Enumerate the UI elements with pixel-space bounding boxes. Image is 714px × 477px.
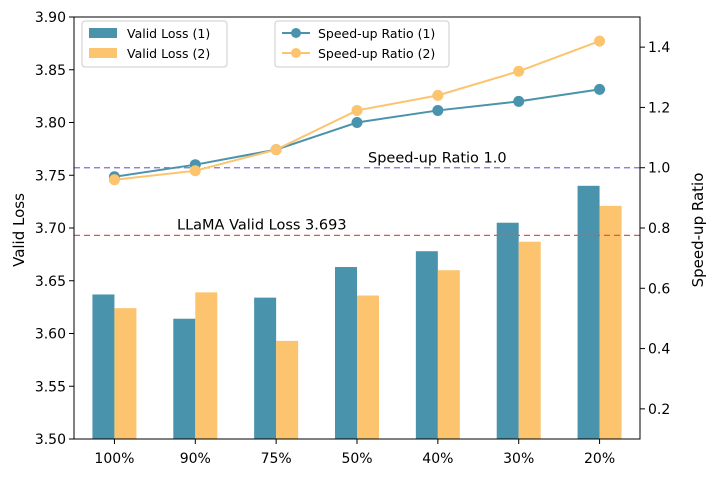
x-tick-label: 40% (422, 451, 453, 467)
reference-lines (74, 167, 640, 237)
legend-marker-speedup-2 (291, 48, 301, 58)
bar-1-75pct (254, 297, 277, 439)
y-left-tick-label: 3.85 (35, 63, 66, 79)
speedup-point-2-90pct (189, 165, 201, 177)
y-left-tick-label: 3.70 (35, 221, 66, 237)
y-right-tick-label: 1.2 (648, 100, 670, 116)
legend-marker-speedup-1 (291, 28, 301, 38)
llama-loss-ref-label: LLaMA Valid Loss 3.693 (177, 217, 347, 233)
ticks-group: 3.50 3.55 3.60 3.65 3.70 3.75 3.80 3.85 3.90 0.2 0… (35, 10, 671, 467)
speedup-ref-label: Speed-up Ratio 1.0 (368, 151, 507, 167)
bar-1-20pct (577, 185, 600, 439)
bar-1-40pct (415, 251, 438, 439)
legend-swatch-valid-loss-2 (89, 48, 117, 58)
bar-2-20pct (599, 205, 622, 439)
y-axis-left-title: Valid Loss (10, 193, 28, 267)
y-axis-right-title: Speed-up Ratio (689, 173, 707, 288)
bars-group (92, 185, 622, 439)
y-right-tick-label: 0.6 (648, 281, 670, 297)
y-right-tick-label: 0.8 (648, 221, 670, 237)
y-left-tick-label: 3.90 (35, 10, 66, 26)
y-left-tick-label: 3.55 (35, 379, 66, 395)
y-right-tick-label: 0.4 (648, 342, 670, 358)
bar-1-90pct (173, 318, 196, 439)
y-left-tick-label: 3.60 (35, 327, 66, 343)
speedup-point-1-20pct (594, 83, 606, 95)
speedup-line-1 (114, 88, 600, 178)
x-tick-label: 100% (94, 451, 134, 467)
bar-2-50pct (357, 295, 379, 439)
speedup-point-2-20pct (594, 35, 606, 47)
speedup-point-2-50pct (351, 104, 363, 116)
speedup-point-1-50pct (351, 117, 363, 128)
x-tick-label: 50% (341, 451, 372, 467)
speedup-point-2-75pct (270, 144, 282, 156)
speedup-point-1-30pct (513, 95, 525, 107)
lines-group (108, 35, 606, 186)
speedup-point-2-40pct (432, 89, 444, 101)
y-right-tick-label: 1.4 (648, 40, 670, 56)
legend-bars: Valid Loss (1) Valid Loss (2) (81, 20, 228, 68)
y-right-tick-label: 1.0 (648, 161, 670, 177)
legend-label-speedup-2: Speed-up Ratio (2) (318, 46, 435, 61)
speedup-point-2-30pct (513, 65, 525, 77)
bar-1-30pct (496, 222, 519, 439)
y-right-tick-label: 0.2 (648, 402, 670, 418)
bar-2-100pct (114, 308, 137, 439)
x-tick-label: 20% (584, 451, 615, 467)
legend-swatch-valid-loss-1 (89, 28, 117, 38)
x-tick-label: 75% (261, 451, 292, 467)
speedup-point-2-100pct (108, 174, 120, 186)
legend-lines: Speed-up Ratio (1) Speed-up Ratio (2) (274, 20, 450, 68)
bar-2-90pct (195, 292, 218, 439)
legend-label-valid-loss-2: Valid Loss (2) (127, 46, 210, 61)
x-tick-label: 30% (503, 451, 534, 467)
bar-2-40pct (437, 270, 460, 439)
legend-label-valid-loss-1: Valid Loss (1) (127, 26, 210, 41)
bar-1-50pct (335, 267, 357, 439)
y-left-tick-label: 3.75 (35, 168, 66, 184)
legend-label-speedup-1: Speed-up Ratio (1) (318, 26, 435, 41)
bar-2-30pct (518, 241, 541, 439)
bar-2-75pct (276, 340, 299, 439)
y-left-tick-label: 3.65 (35, 274, 66, 290)
y-left-tick-label: 3.80 (35, 116, 66, 132)
speedup-point-1-40pct (432, 104, 444, 116)
y-left-tick-label: 3.50 (35, 432, 66, 448)
x-tick-label: 90% (180, 451, 211, 467)
bar-1-100pct (92, 294, 115, 439)
